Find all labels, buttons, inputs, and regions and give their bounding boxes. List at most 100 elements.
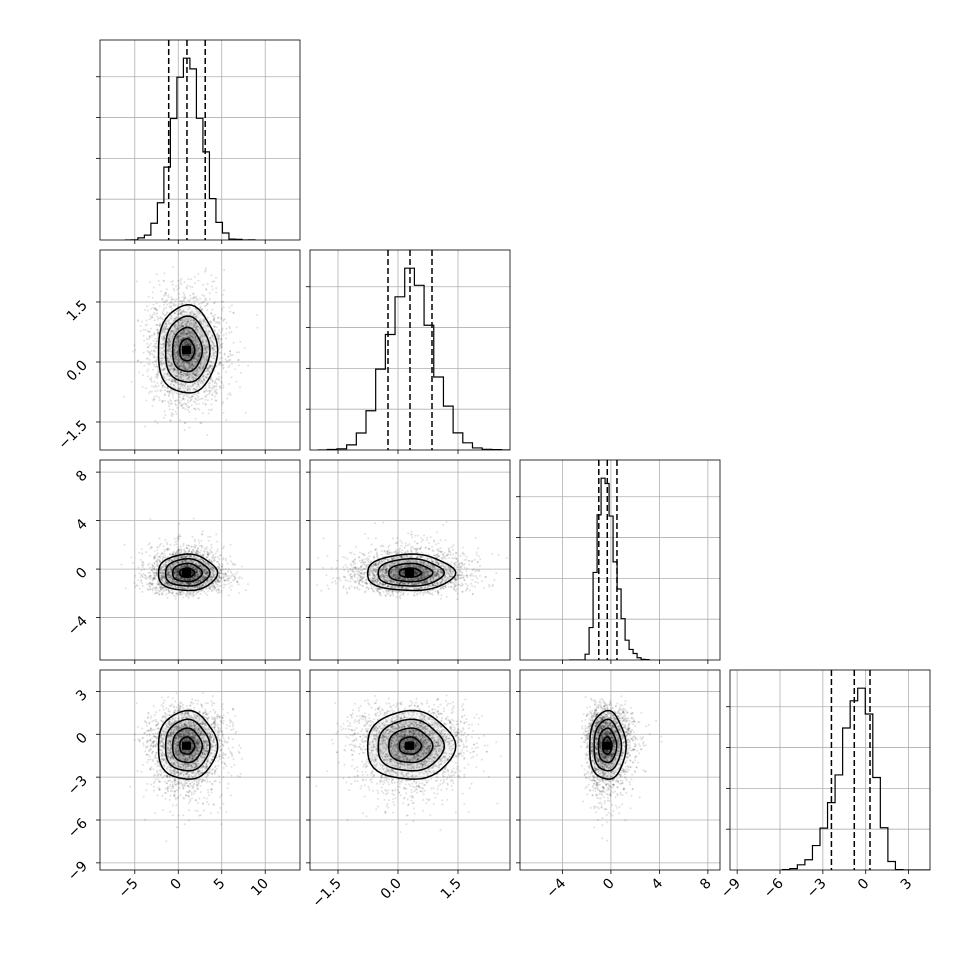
- scatter-point: [185, 581, 188, 584]
- scatter-point: [146, 330, 149, 333]
- scatter-point: [170, 413, 173, 416]
- scatter-point: [215, 377, 218, 380]
- scatter-point: [218, 580, 221, 583]
- scatter-point: [190, 376, 193, 379]
- scatter-point: [150, 334, 153, 337]
- scatter-point: [203, 320, 206, 323]
- scatter-point: [152, 306, 155, 309]
- scatter-point: [206, 561, 208, 564]
- scatter-point: [194, 341, 197, 344]
- scatter-point: [175, 481, 177, 483]
- scatter-point: [175, 318, 178, 321]
- scatter-point: [186, 560, 189, 563]
- scatter-point: [188, 411, 191, 414]
- scatter-point: [154, 356, 156, 359]
- scatter-point: [156, 373, 159, 376]
- scatter-point: [180, 325, 183, 328]
- scatter-point: [169, 355, 172, 358]
- scatter-point: [156, 583, 159, 586]
- scatter-point: [216, 565, 219, 568]
- scatter-point: [180, 560, 183, 563]
- scatter-point: [214, 556, 217, 559]
- scatter-point: [189, 294, 192, 297]
- scatter-point: [198, 579, 201, 582]
- scatter-point: [173, 330, 176, 333]
- scatter-point: [163, 569, 166, 572]
- scatter-point: [194, 322, 197, 325]
- scatter-point: [185, 565, 188, 568]
- scatter-point: [159, 586, 162, 588]
- scatter-point: [214, 350, 217, 353]
- scatter-point: [169, 571, 172, 574]
- scatter-point: [166, 390, 168, 392]
- scatter-point: [216, 548, 219, 551]
- panel-1-1: [306, 249, 511, 454]
- scatter-point: [184, 344, 186, 347]
- scatter-point: [186, 582, 189, 585]
- scatter-point: [166, 573, 168, 576]
- scatter-point: [204, 563, 207, 566]
- scatter-point: [210, 590, 213, 593]
- scatter-point: [195, 549, 198, 552]
- scatter-point: [154, 347, 157, 350]
- scatter-point: [194, 557, 197, 560]
- scatter-point: [182, 364, 185, 367]
- scatter-point: [195, 368, 198, 371]
- scatter-point: [179, 565, 182, 568]
- scatter-point: [209, 322, 212, 325]
- scatter-point: [211, 344, 214, 347]
- scatter-point: [172, 369, 175, 372]
- scatter-point: [165, 291, 167, 294]
- scatter-point: [207, 539, 210, 542]
- scatter-point: [190, 545, 193, 548]
- scatter-point: [207, 590, 209, 593]
- scatter-point: [197, 279, 200, 282]
- scatter-point: [166, 328, 169, 330]
- scatter-point: [187, 582, 190, 585]
- scatter-point: [185, 317, 188, 320]
- scatter-point: [191, 330, 194, 333]
- scatter-point: [196, 353, 198, 355]
- scatter-point: [146, 375, 149, 378]
- scatter-point: [196, 349, 199, 352]
- scatter-point: [161, 343, 164, 346]
- scatter-point: [211, 354, 214, 357]
- scatter-point: [172, 304, 175, 307]
- scatter-point: [155, 345, 158, 348]
- scatter-point: [172, 550, 175, 553]
- scatter-point: [198, 365, 201, 368]
- scatter-point: [177, 577, 180, 580]
- scatter-point: [147, 575, 150, 578]
- scatter-point: [213, 584, 216, 587]
- scatter-point: [200, 359, 203, 362]
- scatter-point: [166, 548, 169, 551]
- scatter-point: [181, 560, 184, 562]
- scatter-point: [180, 348, 183, 351]
- scatter-point: [216, 577, 219, 580]
- scatter-point: [161, 384, 164, 387]
- scatter-point: [175, 404, 178, 407]
- scatter-point: [171, 565, 174, 568]
- scatter-point: [190, 351, 193, 354]
- scatter-point: [194, 561, 197, 564]
- scatter-point: [191, 581, 194, 584]
- scatter-point: [171, 283, 174, 286]
- scatter-point: [171, 392, 174, 394]
- scatter-point: [185, 339, 187, 342]
- scatter-point: [180, 283, 183, 286]
- scatter-point: [221, 293, 224, 296]
- scatter-point: [206, 434, 209, 436]
- scatter-point: [181, 561, 184, 564]
- scatter-point: [201, 565, 204, 567]
- scatter-point: [181, 333, 184, 336]
- scatter-point: [170, 577, 173, 580]
- scatter-point: [172, 335, 174, 338]
- scatter-point: [206, 579, 208, 582]
- scatter-point: [193, 300, 196, 302]
- scatter-point: [178, 522, 181, 525]
- scatter-point: [195, 341, 198, 344]
- scatter-point: [176, 577, 179, 580]
- scatter-point: [205, 370, 208, 373]
- scatter-point: [152, 582, 155, 585]
- scatter-point: [176, 324, 178, 327]
